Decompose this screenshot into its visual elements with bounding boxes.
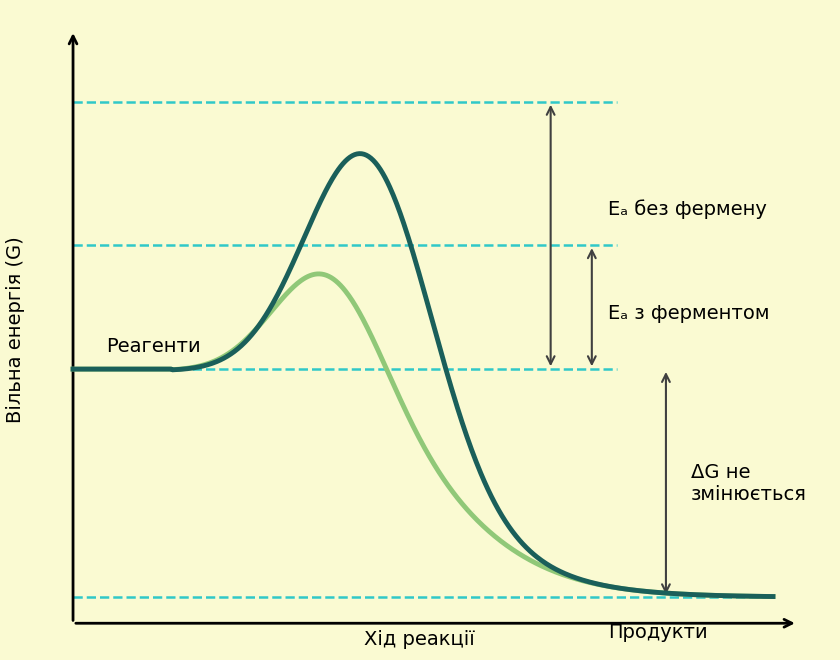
Text: Eₐ з ферментом: Eₐ з ферментом — [608, 304, 769, 323]
Text: ΔG не
змінюється: ΔG не змінюється — [690, 463, 806, 504]
Text: Хід реакції: Хід реакції — [364, 630, 475, 649]
Text: Продукти: Продукти — [608, 623, 708, 642]
Text: Вільна енергія (G): Вільна енергія (G) — [6, 237, 25, 423]
Text: Eₐ без фермену: Eₐ без фермену — [608, 199, 767, 219]
Text: Реагенти: Реагенти — [106, 337, 201, 356]
